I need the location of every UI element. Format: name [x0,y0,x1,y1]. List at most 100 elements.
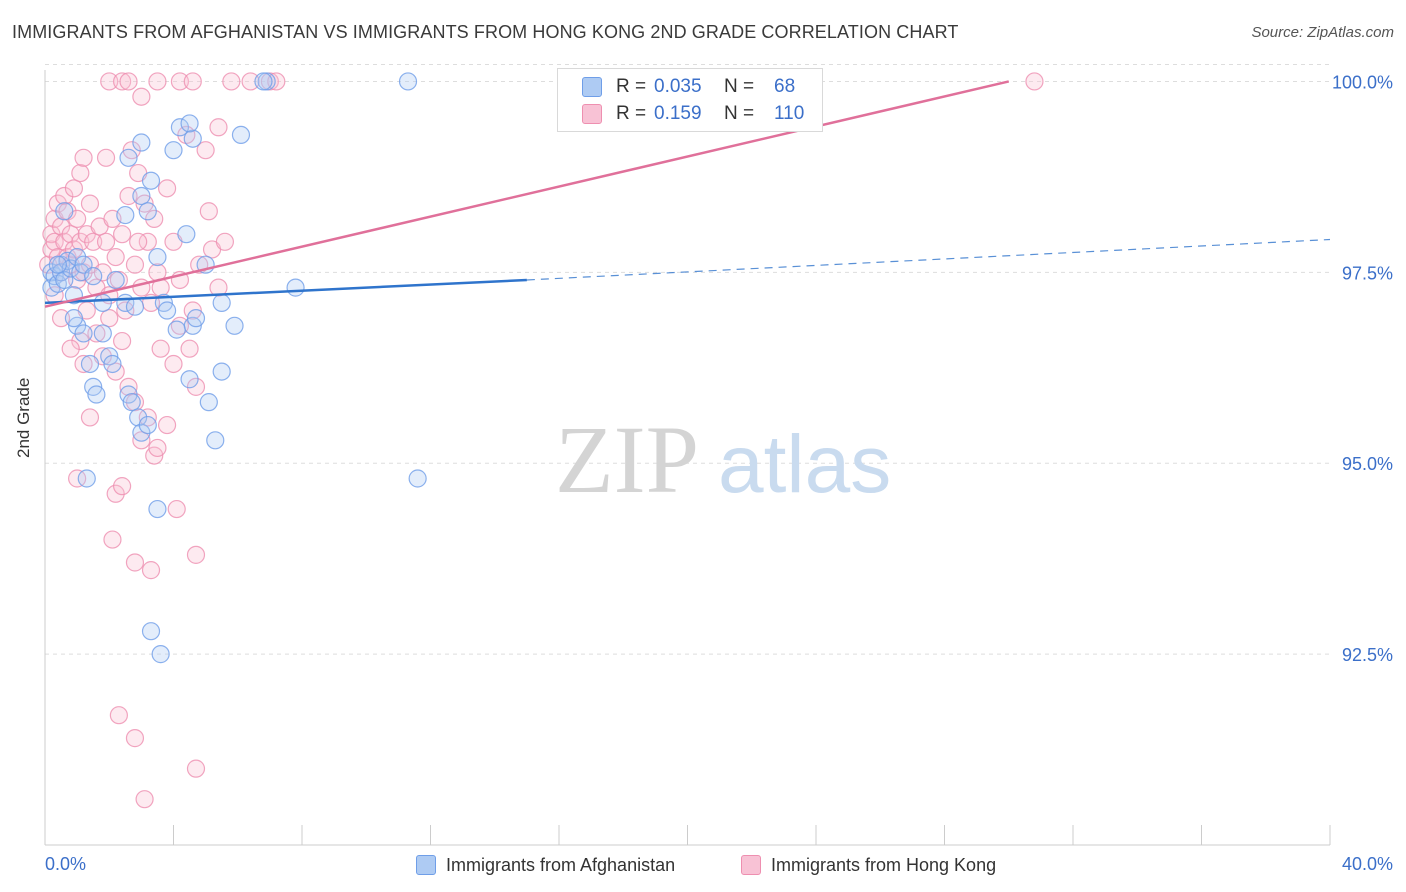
point-afghanistan [68,247,87,267]
point-afghanistan [151,645,170,664]
point-hong-kong [129,232,148,251]
point-hong-kong [71,232,90,251]
point-afghanistan [132,186,151,206]
point-afghanistan [116,205,135,225]
point-afghanistan [254,72,273,91]
point-hong-kong [186,377,206,396]
x-tick-label-max: 40.0% [1342,854,1393,874]
y-tick-label: 97.5% [1342,263,1393,283]
point-hong-kong [96,148,116,167]
point-afghanistan [93,293,112,312]
point-hong-kong [45,232,64,251]
point-afghanistan [186,309,206,328]
point-afghanistan [119,148,138,167]
point-hong-kong [64,179,84,198]
legend-n-value: 68 [774,76,796,97]
point-hong-kong [267,72,286,91]
point-afghanistan [231,125,251,145]
point-afghanistan [408,469,427,488]
point-hong-kong [167,499,186,519]
point-hong-kong [84,232,103,251]
point-hong-kong [100,309,119,328]
point-afghanistan [87,385,106,404]
point-afghanistan [141,622,161,641]
point-afghanistan [398,72,418,91]
point-afghanistan [180,370,199,389]
legend-swatch-blue [416,855,436,875]
series-hong-kong-points [39,72,1044,809]
point-hong-kong [164,354,183,374]
point-hong-kong [138,232,157,251]
point-hong-kong [145,209,164,228]
point-afghanistan [212,293,231,312]
legend-n-label: N = [724,76,755,97]
point-hong-kong [138,408,157,427]
point-hong-kong [103,530,122,549]
point-hong-kong [51,309,71,328]
point-afghanistan [55,202,74,221]
point-hong-kong [100,72,119,91]
point-hong-kong [180,339,199,358]
point-afghanistan [77,469,96,488]
point-afghanistan [177,225,196,244]
watermark-zip: ZIP [555,406,699,513]
legend-r-value: 0.035 [654,76,702,97]
point-afghanistan [48,255,67,274]
point-afghanistan [148,247,167,267]
point-hong-kong [151,339,170,358]
y-tick-label: 100.0% [1332,72,1393,92]
point-hong-kong [125,729,145,748]
point-hong-kong [215,232,234,251]
point-afghanistan [199,393,218,412]
legend-row-hong-kong: R = 0.159 N = 110 [582,101,804,127]
legend-r-label: R = [616,103,647,124]
grid-lines [45,63,1330,655]
legend-label-hong-kong: Immigrants from Hong Kong [771,854,997,875]
point-hong-kong [106,484,125,503]
point-hong-kong [125,553,145,572]
point-hong-kong [183,72,202,91]
point-hong-kong [209,278,228,297]
y-tick-label: 92.5% [1342,645,1393,665]
point-hong-kong [125,255,145,274]
point-hong-kong [109,706,128,725]
legend-label-afghanistan: Immigrants from Afghanistan [446,854,676,875]
point-afghanistan [157,301,177,320]
point-afghanistan [93,324,112,343]
axes [44,70,1331,846]
point-hong-kong [196,141,215,160]
point-afghanistan [167,320,186,339]
legend-swatch-pink [741,855,761,875]
point-hong-kong [51,217,71,236]
point-hong-kong [1025,72,1044,91]
point-hong-kong [157,415,177,435]
point-hong-kong [141,561,161,580]
trend-line-afghanistan-extension [526,238,1331,281]
point-afghanistan [74,324,93,343]
point-afghanistan [164,141,183,160]
point-hong-kong [112,477,132,496]
point-hong-kong [135,790,154,809]
point-afghanistan [106,270,125,290]
point-hong-kong [222,72,241,91]
point-hong-kong [96,232,116,251]
point-hong-kong [55,186,74,206]
point-afghanistan [125,297,145,316]
point-hong-kong [119,377,138,396]
trend-lines [44,80,1331,308]
point-hong-kong [119,186,138,206]
y-axis-label: 2nd Grade [14,377,33,458]
trend-line-hong-kong [44,80,1010,308]
point-hong-kong [80,194,100,213]
point-hong-kong [68,469,87,488]
point-afghanistan [80,354,100,374]
chart-title: IMMIGRANTS FROM AFGHANISTAN VS IMMIGRANT… [12,22,959,42]
point-hong-kong [119,72,138,91]
point-hong-kong [112,225,132,244]
point-afghanistan [103,354,122,374]
point-afghanistan [84,267,103,286]
point-afghanistan [129,408,148,427]
point-hong-kong [55,232,74,251]
point-hong-kong [170,72,190,91]
